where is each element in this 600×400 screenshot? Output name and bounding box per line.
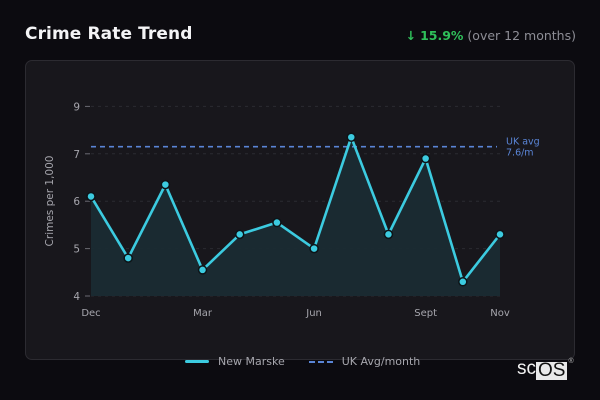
svg-text:7: 7 — [73, 149, 80, 161]
svg-text:Dec: Dec — [81, 308, 100, 319]
data-points — [86, 132, 505, 287]
data-point-sept[interactable] — [420, 153, 431, 164]
legend-label: New Marske — [218, 355, 285, 368]
svg-text:Mar: Mar — [193, 308, 213, 319]
legend-item-new-marske[interactable]: New Marske — [185, 355, 285, 368]
dashed-line-swatch-icon — [308, 360, 333, 363]
data-point-nov[interactable] — [495, 229, 505, 240]
svg-text:9: 9 — [73, 101, 80, 113]
uk-average-annotation-value: 7.6/m — [506, 148, 534, 159]
data-point-may[interactable] — [272, 217, 282, 228]
svg-text:6: 6 — [73, 196, 80, 208]
solid-line-swatch-icon — [185, 360, 209, 363]
y-axis: 9 7 6 5 4 — [73, 101, 90, 303]
page-title: Crime Rate Trend — [25, 24, 193, 44]
data-point-mar[interactable] — [197, 265, 208, 275]
svg-text:5: 5 — [73, 244, 80, 256]
logo-prefix: sc — [517, 358, 536, 379]
svg-text:Sept: Sept — [414, 308, 437, 319]
trend-summary: ↓ 15.9% (over 12 months) — [406, 28, 576, 43]
data-point-aug[interactable] — [383, 229, 394, 240]
trend-period: (over 12 months) — [467, 28, 576, 43]
data-point-jun[interactable] — [309, 243, 319, 254]
data-point-apr[interactable] — [234, 229, 245, 240]
data-point-jan[interactable] — [123, 253, 133, 263]
series-area — [91, 137, 500, 296]
trend-down-arrow-icon: ↓ — [405, 28, 417, 43]
data-point-jul[interactable] — [346, 132, 357, 142]
legend-item-uk-avg[interactable]: UK Avg/month — [308, 355, 421, 368]
data-point-oct[interactable] — [458, 277, 468, 287]
x-axis: Dec Mar Jun Sept Nov — [81, 308, 510, 319]
data-point-feb[interactable] — [160, 179, 171, 190]
y-axis-label: Crimes per 1,000 — [44, 156, 56, 247]
svg-text:Nov: Nov — [490, 308, 510, 319]
data-point-dec[interactable] — [86, 191, 96, 202]
series-line-new-marske — [89, 135, 502, 284]
scos-logo: sc OS ® — [517, 358, 574, 380]
chart-legend: New Marske UK Avg/month — [185, 355, 444, 368]
uk-average-annotation: UK avg — [506, 137, 540, 148]
registered-mark-icon: ® — [568, 358, 574, 365]
legend-label: UK Avg/month — [341, 355, 421, 368]
chart-card — [25, 60, 575, 360]
svg-text:4: 4 — [73, 291, 80, 303]
svg-text:Jun: Jun — [305, 308, 322, 319]
trend-percentage: 15.9% — [420, 28, 464, 43]
logo-box: OS — [536, 360, 568, 381]
